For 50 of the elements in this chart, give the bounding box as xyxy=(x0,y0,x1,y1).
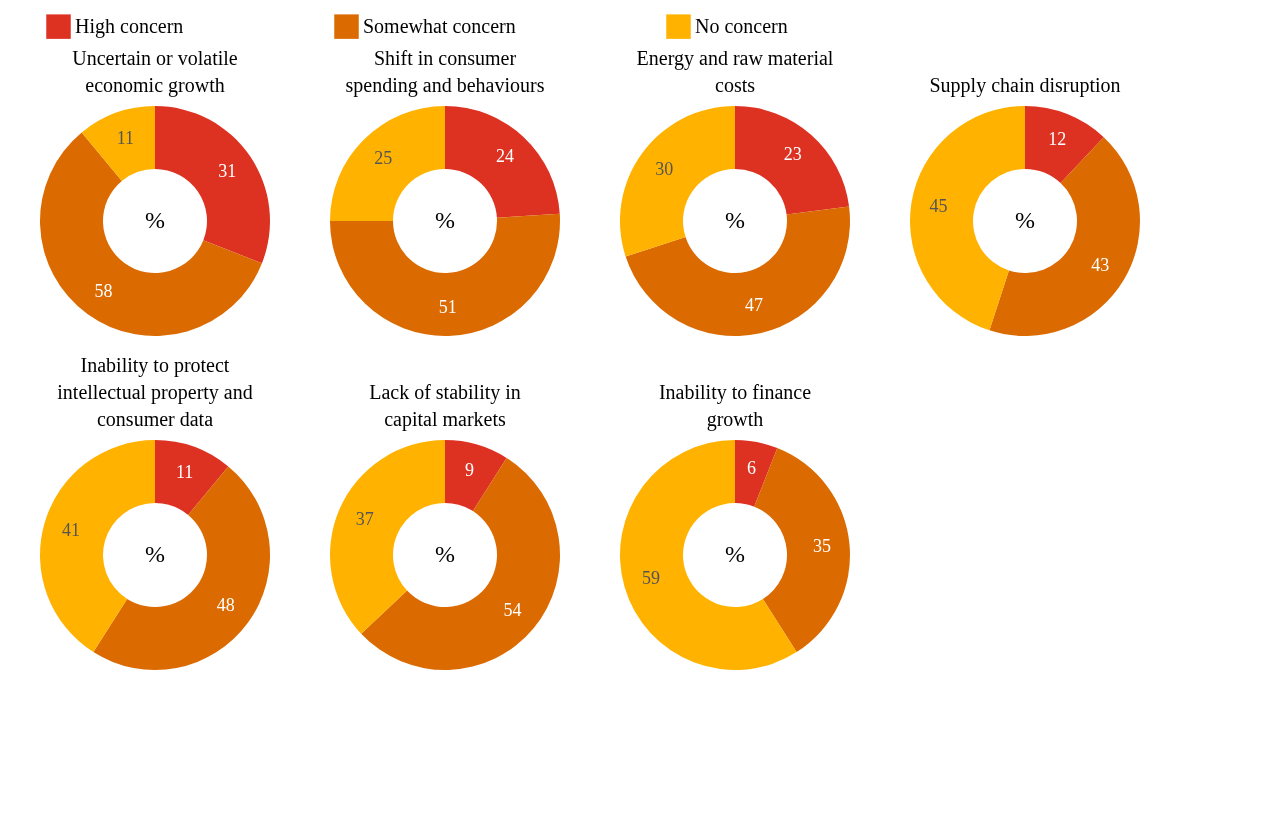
data-label: 41 xyxy=(61,519,80,540)
data-label: 23 xyxy=(783,144,802,165)
text: % xyxy=(725,541,745,567)
text: % xyxy=(145,541,165,567)
donut-slice xyxy=(754,448,850,653)
data-label: 24 xyxy=(495,146,514,167)
chart-title: Supply chain disruption xyxy=(929,74,1121,97)
data-label: 9 xyxy=(464,459,474,480)
donut-slice xyxy=(735,106,850,215)
data-label: 59 xyxy=(641,568,660,589)
chart-title: Energy and raw material costs xyxy=(636,47,834,96)
data-label: 31 xyxy=(218,160,237,181)
donut-slice xyxy=(1025,106,1104,184)
text: Uncertain or volatile economic growth xyxy=(72,47,238,97)
legend-label: Somewhat concern xyxy=(363,14,516,37)
data-label: 25 xyxy=(374,148,393,169)
donut-slice xyxy=(81,106,155,181)
data-label: 45 xyxy=(929,196,948,217)
text: % xyxy=(145,207,165,233)
donut-slice xyxy=(40,132,262,336)
data-label: 30 xyxy=(655,158,674,179)
chart-title: Shift in consumer spending and behaviours xyxy=(345,47,545,97)
donut-slice xyxy=(155,440,229,515)
donut-slice xyxy=(735,440,778,507)
data-label: 11 xyxy=(175,461,194,482)
data-label: 11 xyxy=(116,127,135,148)
data-label: 47 xyxy=(745,295,764,316)
legend-label: High concern xyxy=(75,14,184,38)
text: % xyxy=(435,207,455,233)
text: % xyxy=(1015,207,1035,233)
donut-slice xyxy=(93,466,270,670)
donut-slice xyxy=(445,440,507,512)
data-label: 54 xyxy=(503,599,522,620)
donut-slice xyxy=(330,213,560,336)
data-label: 37 xyxy=(355,509,374,530)
data-label: 6 xyxy=(746,458,756,479)
donut-slice xyxy=(625,206,850,336)
data-label: 12 xyxy=(1048,128,1067,149)
text: % xyxy=(435,541,455,567)
legend-label: No concern xyxy=(695,14,788,37)
chart-title: Inability to protect intellectual property and consumer data xyxy=(57,354,253,430)
text: % xyxy=(725,207,745,233)
data-label: 43 xyxy=(1091,254,1110,275)
chart-title: Lack of stability in capital markets xyxy=(369,381,521,431)
data-label: 48 xyxy=(216,595,235,616)
chart-title: Inability to finance growth xyxy=(658,381,812,431)
donut-slice xyxy=(620,440,797,670)
data-label: 58 xyxy=(94,280,113,301)
data-label: 51 xyxy=(438,297,457,318)
data-label: 35 xyxy=(813,535,832,556)
